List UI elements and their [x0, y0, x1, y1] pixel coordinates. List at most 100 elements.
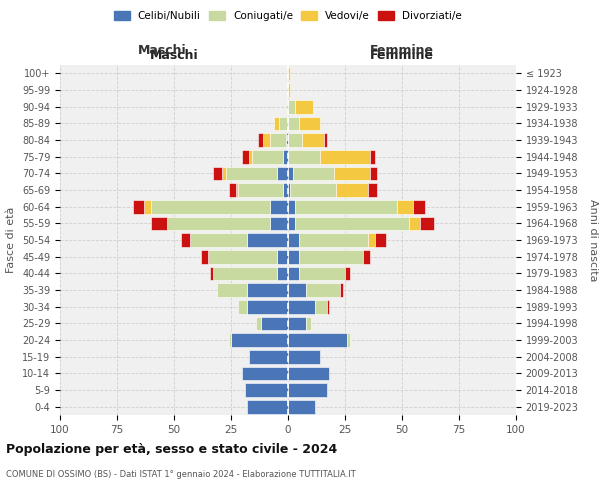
Bar	[288, 350, 320, 364]
Bar	[231, 333, 288, 347]
Bar	[334, 166, 370, 180]
Bar	[151, 200, 270, 213]
Bar	[277, 250, 288, 264]
Bar	[288, 333, 347, 347]
Bar	[290, 183, 336, 197]
Bar	[368, 183, 377, 197]
Bar	[295, 100, 313, 114]
Bar	[288, 66, 290, 80]
Bar	[288, 116, 299, 130]
Bar	[288, 183, 290, 197]
Bar	[242, 150, 249, 164]
Bar	[327, 300, 329, 314]
Bar	[283, 150, 288, 164]
Bar	[299, 266, 345, 280]
Bar	[217, 283, 247, 297]
Bar	[397, 200, 413, 213]
Bar	[145, 200, 151, 213]
Bar	[288, 250, 299, 264]
Bar	[236, 183, 238, 197]
Bar	[242, 366, 288, 380]
Text: Femmine: Femmine	[370, 44, 434, 58]
Bar	[370, 150, 374, 164]
Legend: Celibi/Nubili, Coniugati/e, Vedovi/e, Divorziati/e: Celibi/Nubili, Coniugati/e, Vedovi/e, Di…	[111, 8, 465, 24]
Bar	[270, 216, 288, 230]
Bar	[288, 100, 295, 114]
Bar	[247, 300, 288, 314]
Bar	[211, 266, 213, 280]
Bar	[249, 350, 288, 364]
Bar	[288, 300, 316, 314]
Bar	[245, 383, 288, 397]
Bar	[325, 133, 327, 147]
Bar	[286, 100, 288, 114]
Bar	[274, 116, 279, 130]
Bar	[316, 300, 327, 314]
Bar	[213, 266, 277, 280]
Bar	[295, 216, 409, 230]
Bar	[288, 316, 306, 330]
Bar	[299, 250, 363, 264]
Bar	[238, 300, 247, 314]
Text: Maschi: Maschi	[137, 44, 187, 58]
Bar	[226, 166, 277, 180]
Bar	[288, 166, 293, 180]
Bar	[368, 233, 374, 247]
Bar	[229, 333, 231, 347]
Bar	[167, 216, 270, 230]
Bar	[288, 200, 295, 213]
Bar	[247, 283, 288, 297]
Bar	[299, 233, 368, 247]
Bar	[260, 316, 288, 330]
Bar	[370, 166, 377, 180]
Bar	[151, 216, 167, 230]
Bar	[208, 250, 277, 264]
Bar	[288, 283, 306, 297]
Bar	[222, 166, 226, 180]
Bar	[336, 183, 368, 197]
Text: COMUNE DI OSSIMO (BS) - Dati ISTAT 1° gennaio 2024 - Elaborazione TUTTITALIA.IT: COMUNE DI OSSIMO (BS) - Dati ISTAT 1° ge…	[6, 470, 356, 479]
Y-axis label: Fasce di età: Fasce di età	[7, 207, 16, 273]
Bar	[288, 366, 329, 380]
Bar	[320, 150, 370, 164]
Bar	[133, 200, 145, 213]
Bar	[251, 150, 283, 164]
Bar	[420, 216, 434, 230]
Bar	[288, 83, 290, 97]
Bar	[409, 216, 420, 230]
Bar	[288, 233, 299, 247]
Bar	[277, 266, 288, 280]
Bar	[374, 233, 386, 247]
Y-axis label: Anni di nascita: Anni di nascita	[588, 198, 598, 281]
Bar	[413, 200, 425, 213]
Bar	[270, 133, 286, 147]
Bar	[306, 283, 340, 297]
Bar	[340, 283, 343, 297]
Text: Femmine: Femmine	[370, 48, 434, 62]
Bar	[259, 133, 263, 147]
Bar	[181, 233, 190, 247]
Text: Popolazione per età, sesso e stato civile - 2024: Popolazione per età, sesso e stato civil…	[6, 442, 337, 456]
Bar	[263, 133, 270, 147]
Bar	[256, 316, 260, 330]
Bar	[288, 216, 295, 230]
Bar	[202, 250, 208, 264]
Bar	[345, 266, 350, 280]
Bar	[288, 150, 320, 164]
Bar	[288, 133, 302, 147]
Bar	[302, 133, 325, 147]
Bar	[288, 400, 316, 413]
Bar	[247, 400, 288, 413]
Text: Maschi: Maschi	[149, 48, 199, 62]
Bar	[299, 116, 320, 130]
Bar	[288, 266, 299, 280]
Bar	[363, 250, 370, 264]
Bar	[288, 383, 327, 397]
Bar	[247, 233, 288, 247]
Bar	[293, 166, 334, 180]
Bar	[213, 166, 222, 180]
Bar	[295, 200, 397, 213]
Bar	[306, 316, 311, 330]
Bar	[249, 150, 251, 164]
Bar	[277, 166, 288, 180]
